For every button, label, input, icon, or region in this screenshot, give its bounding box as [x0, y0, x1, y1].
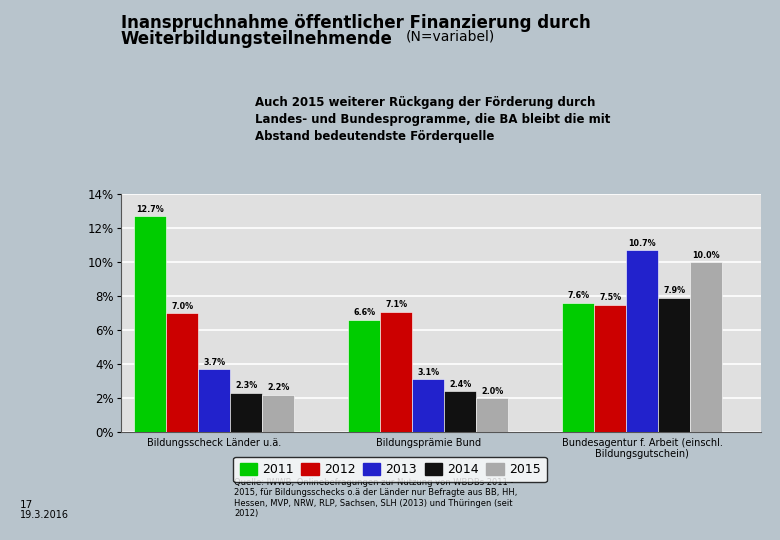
Text: 3.1%: 3.1% — [417, 368, 439, 377]
Bar — [230, 393, 262, 432]
Bar — [626, 251, 658, 432]
Bar — [690, 262, 722, 432]
Bar — [413, 380, 445, 432]
Bar — [562, 303, 594, 432]
Text: (N=variabel): (N=variabel) — [406, 30, 495, 44]
Text: 10.7%: 10.7% — [629, 239, 656, 248]
Text: 3.7%: 3.7% — [204, 357, 225, 367]
Text: Inanspruchnahme öffentlicher Finanzierung durch: Inanspruchnahme öffentlicher Finanzierun… — [121, 14, 590, 31]
Text: 7.5%: 7.5% — [599, 293, 622, 302]
Bar — [477, 398, 509, 432]
Text: 12.7%: 12.7% — [136, 205, 165, 214]
Bar — [134, 217, 166, 432]
Text: 6.6%: 6.6% — [353, 308, 375, 318]
Bar — [349, 320, 381, 432]
Bar — [381, 312, 413, 432]
Text: 19.3.2016: 19.3.2016 — [20, 510, 69, 521]
Text: Weiterbildungsteilnehmende: Weiterbildungsteilnehmende — [121, 30, 393, 48]
Text: Auch 2015 weiterer Rückgang der Förderung durch
Landes- und Bundesprogramme, die: Auch 2015 weiterer Rückgang der Förderun… — [255, 96, 610, 144]
Text: 7.6%: 7.6% — [567, 292, 590, 300]
Text: 7.0%: 7.0% — [172, 302, 193, 310]
Legend: 2011, 2012, 2013, 2014, 2015: 2011, 2012, 2013, 2014, 2015 — [233, 457, 547, 482]
Text: 7.1%: 7.1% — [385, 300, 407, 309]
Bar — [445, 392, 477, 432]
Text: 17: 17 — [20, 500, 33, 510]
Bar — [262, 395, 294, 432]
Text: 7.9%: 7.9% — [663, 286, 686, 295]
Bar — [166, 313, 198, 432]
Bar — [198, 369, 230, 432]
Bar — [658, 298, 690, 432]
Text: 10.0%: 10.0% — [693, 251, 720, 260]
Text: 2.2%: 2.2% — [268, 383, 289, 392]
Bar — [594, 305, 626, 432]
Text: 2.0%: 2.0% — [481, 387, 503, 395]
Text: 2.4%: 2.4% — [449, 380, 471, 389]
Text: Quelle: IWWB, Onlinebefragungen zur Nutzung von WBDBs 2011 -
2015, für Bildungss: Quelle: IWWB, Onlinebefragungen zur Nutz… — [234, 478, 517, 518]
Text: 2.3%: 2.3% — [236, 381, 257, 390]
